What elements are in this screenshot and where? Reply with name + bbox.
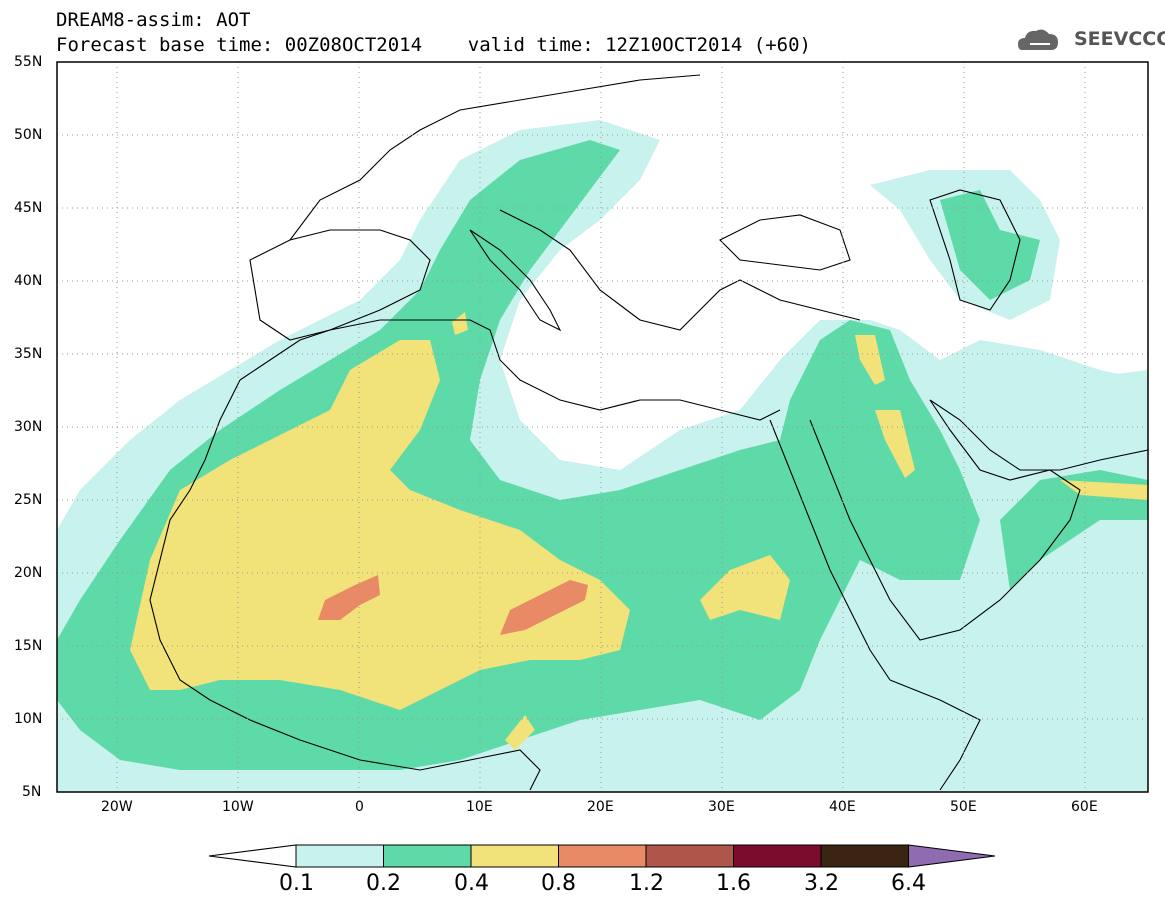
- colorbar-bin-0.1: [295, 844, 384, 868]
- colorbar-bin-0.8: [558, 844, 647, 868]
- lon-label: 20W: [101, 799, 133, 815]
- coast-europe: [289, 74, 701, 241]
- coast-arabia: [809, 399, 1081, 641]
- colorbar-label: 1.2: [629, 871, 664, 896]
- aot-0.4-saudi: [875, 410, 915, 478]
- colorbar-label: 0.1: [279, 871, 314, 896]
- coastlines: [149, 74, 1148, 791]
- aot-0.1-northeast: [1070, 370, 1148, 470]
- logo-text: SEEVCCC: [1074, 28, 1165, 50]
- aot-field: [57, 120, 1148, 792]
- aot-0.4-gulf: [1060, 480, 1148, 500]
- lat-label: 10N: [14, 711, 43, 727]
- aot-0.8-niger-chad: [500, 580, 588, 635]
- coast-west-africa: [149, 379, 541, 791]
- lat-label: 45N: [14, 200, 43, 216]
- coast-red-sea: [769, 419, 891, 681]
- colorbar-bin-0.2: [383, 844, 472, 868]
- lat-label: 15N: [14, 638, 43, 654]
- lon-label: 10E: [466, 799, 493, 815]
- colorbar-label: 0.2: [366, 871, 401, 896]
- colorbar-bin-1.2: [645, 844, 734, 868]
- lon-label: 20E: [587, 799, 614, 815]
- lat-label: 40N: [14, 273, 43, 289]
- aot-0.8-mali: [318, 575, 380, 620]
- colorbar-low-arrow: [208, 844, 297, 868]
- lat-label: 5N: [22, 784, 42, 800]
- lon-label: 30E: [708, 799, 735, 815]
- lat-label: 25N: [14, 492, 43, 508]
- aot-0.4-iraq: [855, 335, 885, 385]
- lat-label: 55N: [14, 54, 43, 70]
- colorbar: [208, 844, 996, 868]
- coast-horn: [889, 679, 981, 791]
- colorbar-bin-1.6: [733, 844, 822, 868]
- aot-0.4-sudan: [700, 555, 790, 620]
- lon-label: 0: [355, 799, 364, 815]
- lon-label: 60E: [1071, 799, 1098, 815]
- colorbar-bin-0.4: [470, 844, 559, 868]
- colorbar-label: 0.4: [454, 871, 489, 896]
- gridlines: [57, 62, 1148, 792]
- aot-0.2-caspian: [940, 190, 1040, 300]
- coast-italy: [469, 229, 562, 332]
- colorbar-bin-3.2: [820, 844, 909, 868]
- coast-caspian: [929, 189, 1021, 311]
- cloud-logo-icon: [1018, 29, 1058, 50]
- coast-persian-gulf: [929, 399, 1148, 471]
- coast-balkans: [499, 209, 861, 331]
- colorbar-label: 0.8: [541, 871, 576, 896]
- lon-label: 50E: [950, 799, 977, 815]
- lat-label: 50N: [14, 127, 43, 143]
- map-frame: [56, 61, 1149, 793]
- colorbar-high-arrow: [908, 844, 996, 868]
- coast-black-sea: [719, 214, 851, 271]
- colorbar-label: 3.2: [804, 871, 839, 896]
- coast-iberia: [249, 229, 431, 341]
- colorbar-label: 6.4: [891, 871, 926, 896]
- lon-label: 10W: [222, 799, 254, 815]
- lon-label: 40E: [829, 799, 856, 815]
- aot-0.4-region: [130, 340, 630, 710]
- aot-0.4-italy: [452, 312, 468, 335]
- colorbar-label: 1.6: [716, 871, 751, 896]
- map-title: DREAM8-assim: AOT: [56, 9, 251, 31]
- map-subtitle: Forecast base time: 00Z08OCT2014 valid t…: [56, 34, 811, 56]
- aot-0.4-chad-south: [505, 715, 535, 750]
- lat-label: 20N: [14, 565, 43, 581]
- lat-label: 30N: [14, 419, 43, 435]
- coast-north-africa: [239, 319, 781, 421]
- lat-label: 35N: [14, 346, 43, 362]
